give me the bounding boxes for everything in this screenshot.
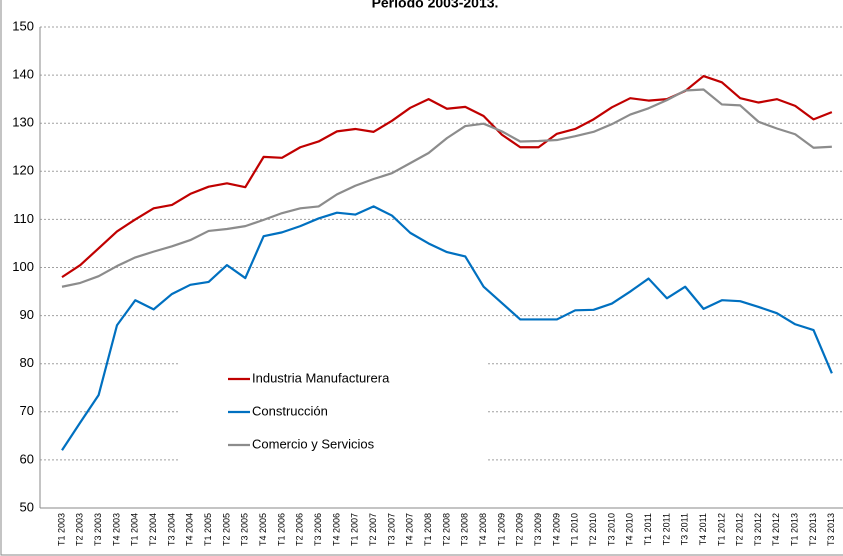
x-tick-label: T1 2009 [496, 513, 506, 546]
y-tick-label: 60 [20, 451, 34, 466]
chart-title: Período 2003-2013. [372, 0, 499, 11]
x-tick-label: T2 2007 [368, 513, 378, 546]
x-tick-label: T1 2008 [423, 513, 433, 546]
x-tick-label: T1 2012 [716, 513, 726, 546]
x-tick-label: T2 2008 [441, 513, 451, 546]
x-tick-label: T2 2004 [148, 513, 158, 546]
x-tick-label: T4 2012 [771, 513, 781, 546]
x-tick-label: T3 2011 [680, 513, 690, 545]
x-tick-label: T2 2005 [221, 513, 231, 546]
y-tick-label: 100 [12, 259, 34, 274]
x-tick-label: T3 2005 [240, 513, 250, 546]
x-tick-label: T3 2008 [460, 513, 470, 546]
x-tick-label: T4 2011 [698, 513, 708, 545]
series-line [61, 74, 833, 279]
y-tick-label: 90 [20, 307, 34, 322]
y-tick-label: 130 [12, 115, 34, 130]
x-tick-label: T3 2006 [313, 513, 323, 546]
series-line [61, 88, 832, 288]
x-tick-label: T4 2007 [405, 513, 415, 546]
y-tick-label: 70 [20, 403, 34, 418]
x-tick-label: T1 2006 [276, 513, 286, 546]
x-tick-label: T4 2009 [551, 513, 561, 546]
x-tick-label: T4 2006 [331, 513, 341, 546]
x-tick-label: T4 2008 [478, 513, 488, 546]
x-tick-label: T3 2007 [386, 513, 396, 546]
legend-label: Comercio y Servicios [252, 436, 375, 451]
legend-label: Construcción [252, 403, 328, 418]
y-tick-label: 50 [20, 499, 34, 514]
x-tick-label: T4 2010 [625, 513, 635, 546]
x-tick-label: T3 2004 [166, 513, 176, 546]
x-tick-label: T4 2005 [258, 513, 268, 546]
y-tick-label: 120 [12, 163, 34, 178]
x-tick-label: T1 2004 [130, 513, 140, 546]
x-tick-label: T2 2010 [588, 513, 598, 546]
x-tick-label: T1 2003 [56, 513, 66, 546]
x-tick-label: T3 2013 [826, 513, 836, 546]
x-tick-label: T1 2010 [570, 513, 580, 546]
x-tick-label: T1 2005 [203, 513, 213, 546]
y-tick-label: 140 [12, 67, 34, 82]
legend-label: Industria Manufacturera [252, 370, 390, 385]
x-tick-label: T4 2004 [185, 513, 195, 546]
x-tick-label: T2 2006 [295, 513, 305, 546]
series-line [61, 205, 833, 451]
x-tick-label: T3 2009 [533, 513, 543, 546]
x-tick-label: T2 2013 [808, 513, 818, 546]
x-tick-label: T2 2009 [515, 513, 525, 546]
x-tick-label: T3 2010 [606, 513, 616, 546]
x-tick-label: T3 2012 [753, 513, 763, 546]
x-tick-label: T3 2003 [93, 513, 103, 546]
x-tick-label: T2 2003 [75, 513, 85, 546]
y-tick-label: 80 [20, 355, 34, 370]
x-tick-label: T2 2012 [735, 513, 745, 546]
y-tick-label: 150 [12, 18, 34, 33]
x-tick-label: T1 2007 [350, 513, 360, 546]
y-tick-label: 110 [13, 211, 34, 226]
x-tick-label: T2 2011 [661, 513, 671, 545]
x-tick-label: T1 2011 [643, 513, 653, 545]
x-tick-label: T4 2003 [111, 513, 121, 546]
x-tick-label: T1 2013 [790, 513, 800, 546]
